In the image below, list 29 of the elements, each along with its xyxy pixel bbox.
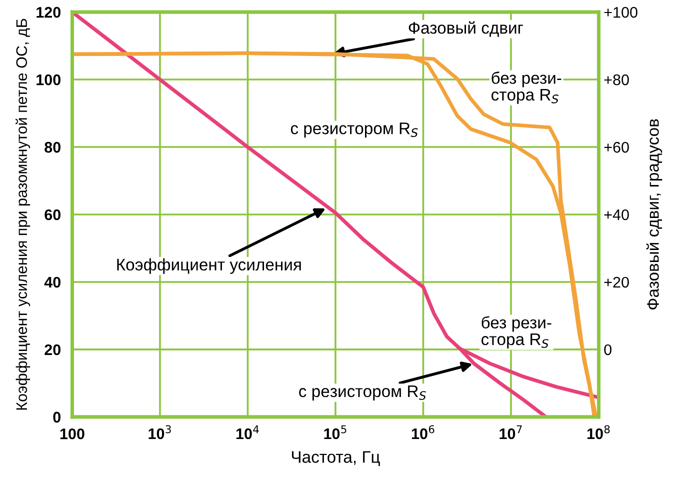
y2-tick-label: +100 [604, 6, 638, 18]
y-axis-title: Коэффициент усиления при разомкнутой петле ОС, дБ [16, 18, 30, 410]
x-tick-label: 10$^{7}$ [500, 425, 522, 440]
y2-axis-title: Фазовый сдвиг, градусов [646, 119, 662, 310]
x-tick-label: 10$^{4}$ [236, 425, 259, 440]
y2-tick-label: +40 [604, 209, 629, 220]
y-tick-label: 120 [36, 6, 60, 18]
annotation: без рези- стора R$_{S}$ [481, 316, 552, 348]
annotation: с резистором R$_{S}$ [290, 122, 418, 138]
x-tick-label: 10$^{8}$ [587, 425, 610, 440]
x-axis-title: Частота, Гц [292, 451, 380, 466]
y-tick-label: 100 [36, 74, 60, 86]
y-tick-label: 40 [44, 276, 60, 288]
x-tick-label: 100 [60, 428, 84, 440]
y2-tick-label: +80 [604, 74, 629, 86]
y-tick-label: 20 [44, 344, 60, 356]
annotation: Коэффициент усиления [117, 258, 301, 274]
y-tick-label: 80 [44, 142, 60, 153]
y2-tick-label: +60 [604, 142, 629, 153]
x-tick-label: 10$^{6}$ [412, 425, 434, 440]
annotation: без рези- стора R$_{S}$ [492, 72, 562, 104]
y-tick-label: 60 [44, 209, 60, 220]
y-tick-label: 0 [53, 412, 60, 423]
annotation: с резистором R$_{S}$ [299, 386, 426, 400]
y2-tick-label: +20 [604, 276, 629, 288]
annotation: Фазовый сдвиг [408, 21, 523, 37]
x-tick-label: 10$^{3}$ [148, 425, 171, 440]
y2-tick-label: 0 [604, 344, 612, 356]
x-tick-label: 10$^{5}$ [324, 425, 346, 440]
